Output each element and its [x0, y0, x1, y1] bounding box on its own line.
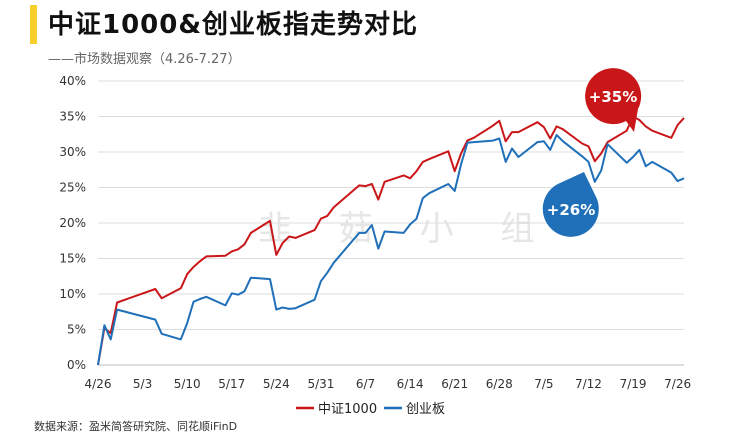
x-axis: 4/26 5/3 5/10 5/17 5/24 5/31 6/7 6/14 6/21 6/28 7/…	[85, 377, 692, 391]
callout-label-chinext: +26%	[547, 201, 595, 219]
x-tick-label: 4/26	[85, 377, 112, 391]
y-tick-label: 0%	[67, 358, 86, 372]
y-tick-label: 15%	[59, 252, 86, 266]
x-tick-label: 5/31	[307, 377, 334, 391]
x-tick-label: 5/10	[174, 377, 201, 391]
callout-label-csi1000: +35%	[589, 88, 637, 106]
y-tick-label: 10%	[59, 287, 86, 301]
watermark: 韭 菇 小 组	[258, 209, 552, 249]
legend: 中证1000 创业板	[296, 402, 445, 417]
callouts: +35% +26%	[542, 68, 642, 237]
series-line	[97, 115, 685, 366]
y-tick-label: 40%	[59, 74, 86, 88]
y-tick-label: 35%	[59, 110, 86, 124]
data-source-note: 数据来源：盈米简答研究院、同花顺iFinD	[34, 420, 238, 433]
y-tick-label: 5%	[67, 323, 86, 337]
x-tick-label: 7/12	[575, 377, 602, 391]
series-line	[97, 134, 685, 366]
x-tick-label: 5/17	[218, 377, 245, 391]
x-tick-label: 5/3	[133, 377, 152, 391]
chart-title: 中证1000&创业板指走势对比	[48, 10, 419, 40]
legend-label: 创业板	[406, 402, 445, 417]
x-tick-label: 7/19	[620, 377, 647, 391]
y-tick-label: 20%	[59, 216, 86, 230]
y-axis: 0% 5% 10% 15% 20% 25% 30% 35% 40%	[59, 74, 86, 372]
y-tick-label: 30%	[59, 145, 86, 159]
callout-pin-csi1000	[585, 68, 642, 132]
x-tick-label: 6/7	[356, 377, 375, 391]
callout-drop-chinext	[542, 172, 599, 237]
x-tick-label: 6/14	[397, 377, 424, 391]
title-accent-bar	[30, 5, 37, 44]
y-tick-label: 25%	[59, 181, 86, 195]
series-lines	[97, 115, 685, 366]
x-tick-label: 6/21	[441, 377, 468, 391]
x-tick-label: 7/5	[534, 377, 553, 391]
legend-label: 中证1000	[318, 402, 377, 417]
x-tick-label: 6/28	[486, 377, 513, 391]
x-tick-label: 5/24	[263, 377, 290, 391]
gridlines	[98, 80, 684, 366]
x-tick-label: 7/26	[664, 377, 691, 391]
chart-subtitle: ——市场数据观察（4.26-7.27）	[48, 52, 241, 67]
